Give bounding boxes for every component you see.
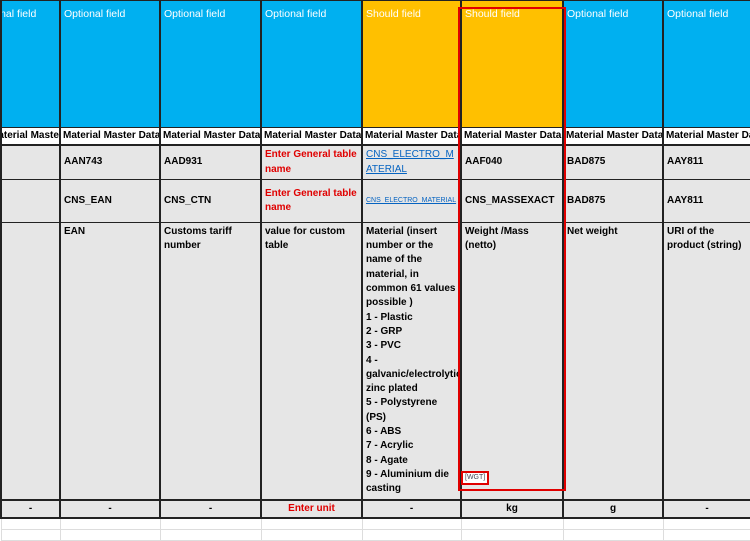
cell[interactable]: CNS_ELECTRO_MATERIAL	[361, 144, 462, 180]
cell[interactable]	[59, 528, 161, 541]
desc-line: 8 - Agate	[366, 454, 408, 466]
cell[interactable]: -	[361, 498, 462, 519]
cell[interactable]: Material (insert number or the name of t…	[361, 221, 462, 501]
cell[interactable]: AAN743	[59, 144, 161, 180]
link[interactable]: CNS_ELECTRO_MATERIAL	[366, 149, 454, 175]
cell[interactable]: Material Master Data	[159, 127, 262, 147]
cell[interactable]: AAF040	[460, 144, 564, 180]
cell[interactable]: Weight /Mass (netto)	[460, 221, 564, 501]
cell[interactable]: Customs tariff number	[159, 221, 262, 501]
cell[interactable]: URI of the product (string)	[662, 221, 750, 501]
cell[interactable]	[159, 517, 262, 530]
desc-line: 1 - Plastic	[366, 311, 413, 323]
cell[interactable]: Optional field	[662, 0, 750, 128]
cell[interactable]: BAD875	[562, 178, 664, 223]
empty-row	[0, 528, 750, 541]
cell[interactable]: Material Master Data	[59, 127, 161, 147]
highlight-box	[458, 7, 566, 491]
cell[interactable]: Material Master Data	[562, 127, 664, 147]
cell[interactable]: Net weight	[562, 221, 664, 501]
cell[interactable]: Optional field	[59, 0, 161, 128]
cell[interactable]	[361, 517, 462, 530]
wgt-tag: [WGT]	[461, 471, 490, 485]
cell[interactable]: -	[59, 498, 161, 519]
description-row: EAN Customs tariff number value for cust…	[0, 221, 750, 501]
cell[interactable]	[361, 528, 462, 541]
cell[interactable]	[159, 528, 262, 541]
cell[interactable]: Optional field	[159, 0, 262, 128]
cell[interactable]: CNS_ELECTRO_MATERIAL	[361, 178, 462, 223]
desc-line: 3 - PVC	[366, 340, 402, 352]
cell[interactable]: Enter General table name	[260, 178, 363, 223]
cell[interactable]: Should field	[361, 0, 462, 128]
cell[interactable]: BAD875	[562, 144, 664, 180]
cell[interactable]: Optional field	[0, 0, 61, 128]
cell[interactable]: CNS_EAN	[59, 178, 161, 223]
cell[interactable]	[260, 528, 363, 541]
cell[interactable]	[460, 517, 564, 530]
cell[interactable]	[562, 528, 664, 541]
cell[interactable]	[662, 528, 750, 541]
field-type-row: Optional field Optional field Optional f…	[0, 0, 750, 128]
cell[interactable]	[260, 517, 363, 530]
cell[interactable]: -	[662, 498, 750, 519]
cell[interactable]: value for custom table	[260, 221, 363, 501]
table-name-row: CNS_EAN CNS_CTN Enter General table name…	[0, 178, 750, 223]
cell[interactable]	[0, 517, 61, 530]
cell[interactable]: CNS_MASSEXACT	[460, 178, 564, 223]
desc-line: 5 - Polystyrene (PS)	[366, 397, 438, 423]
cell[interactable]: Optional field	[260, 0, 363, 128]
desc-line: 9 - Aluminium die casting	[366, 468, 449, 495]
desc-line: 6 - ABS	[366, 426, 402, 438]
cell[interactable]	[0, 144, 61, 180]
empty-row	[0, 517, 750, 530]
cell[interactable]: kg	[460, 498, 564, 519]
unit-row: - - - Enter unit - kg g -	[0, 498, 750, 519]
cell[interactable]: Material Master Data	[460, 127, 564, 147]
desc-line: 7 - Acrylic	[366, 440, 414, 452]
cell[interactable]: g	[562, 498, 664, 519]
cell[interactable]: Material Master Data	[260, 127, 363, 147]
cell[interactable]: CNS_CTN	[159, 178, 262, 223]
cell[interactable]	[59, 517, 161, 530]
cell[interactable]	[0, 221, 61, 501]
cell[interactable]	[562, 517, 664, 530]
cell[interactable]: Material Master Data	[361, 127, 462, 147]
desc-line: 2 - GRP	[366, 325, 403, 337]
desc-line: 4 - galvanic/electrolytic zinc plated	[366, 354, 461, 395]
link[interactable]: CNS_ELECTRO_MATERIAL	[366, 197, 457, 205]
cell[interactable]: Optional field	[562, 0, 664, 128]
cell[interactable]: Material Master Data	[0, 127, 61, 147]
cell[interactable]: -	[0, 498, 61, 519]
cell[interactable]: Enter unit	[260, 498, 363, 519]
cell[interactable]: Should field	[460, 0, 564, 128]
cell[interactable]	[0, 528, 61, 541]
source-row: Material Master Data Material Master Dat…	[0, 127, 750, 147]
cell[interactable]: Material Master Data	[662, 127, 750, 147]
cell[interactable]	[662, 517, 750, 530]
cell[interactable]: Enter General table name	[260, 144, 363, 180]
cell[interactable]: AAY811	[662, 144, 750, 180]
cell[interactable]: EAN	[59, 221, 161, 501]
cell[interactable]: AAD931	[159, 144, 262, 180]
cell[interactable]	[0, 178, 61, 223]
cell[interactable]: -	[159, 498, 262, 519]
cell[interactable]: AAY811	[662, 178, 750, 223]
desc-line: Material (insert number or the name of t…	[366, 225, 456, 309]
cell[interactable]	[460, 528, 564, 541]
attribute-code-row: AAN743 AAD931 Enter General table name C…	[0, 144, 750, 180]
